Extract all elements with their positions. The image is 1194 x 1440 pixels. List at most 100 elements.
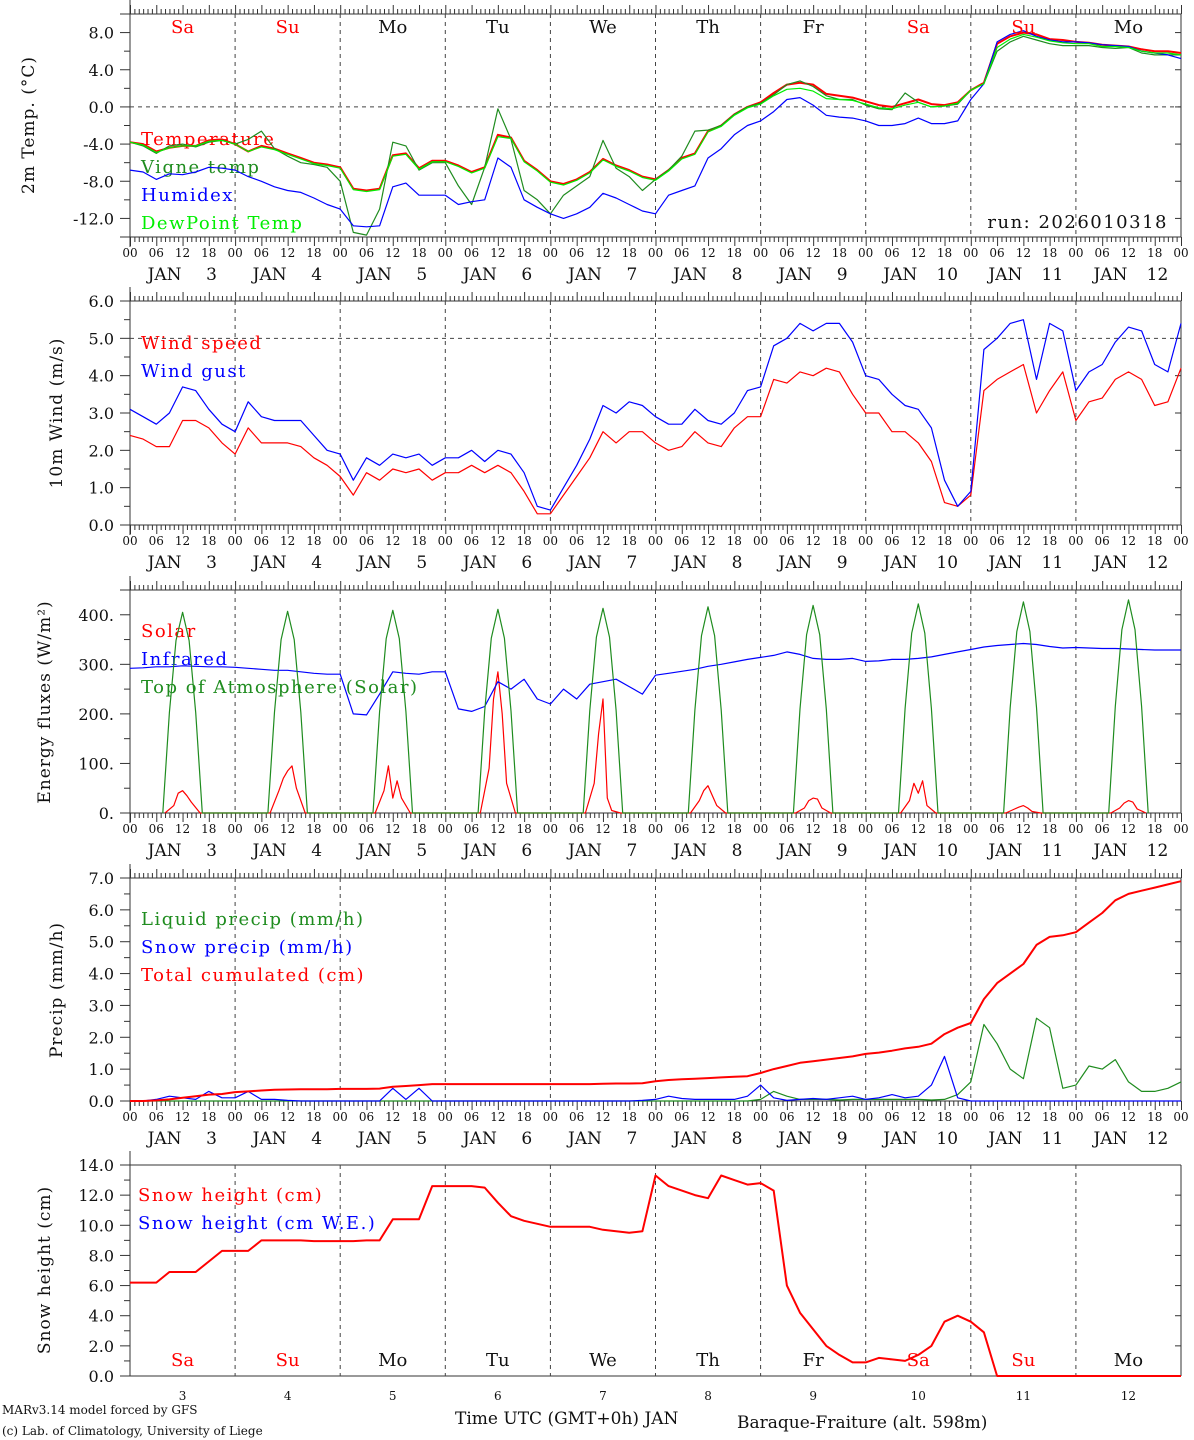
series-line-total-cumulated-cm- (130, 880, 1182, 1102)
legend-entry: Infrared (141, 649, 228, 670)
x-hour-label: 18 (306, 822, 321, 836)
x-month-label: JAN (461, 841, 497, 861)
x-day-label: 3 (206, 265, 217, 285)
x-hour-label: 06 (569, 246, 584, 260)
panel-3: 0. 100. 200. 300. 400. Energy fluxes (W/m²) So… (35, 576, 1189, 861)
x-hour-label: 06 (989, 822, 1004, 836)
x-hour-label: 18 (306, 1110, 321, 1124)
x-month-label: JAN (986, 1129, 1022, 1149)
x-day-label: 7 (627, 841, 638, 861)
x-hour-label: 12 (385, 822, 400, 836)
x-hour-label: 00 (963, 1110, 978, 1124)
y-tick-label: 12.0 (78, 1186, 114, 1205)
y-tick-label: 2.0 (89, 1028, 114, 1047)
x-hour-label: 06 (674, 1110, 689, 1124)
x-hour-label: 12 (175, 246, 190, 260)
x-day-label: 10 (936, 553, 958, 573)
y-tick-label: 100. (78, 754, 114, 773)
x-hour-label: 00 (227, 534, 242, 548)
x-hour-label: 00 (858, 822, 873, 836)
x-hour-label: 12 (1121, 246, 1136, 260)
y-tick-label: 0. (99, 804, 114, 823)
x-day-label: 5 (416, 1129, 427, 1149)
x-hour-label: 00 (227, 246, 242, 260)
x-day-label: 12 (1147, 265, 1169, 285)
x-month-label: JAN (251, 841, 287, 861)
x-hour-label: 12 (806, 534, 821, 548)
x-day-label: 4 (284, 1389, 292, 1403)
x-hour-label: 06 (779, 246, 794, 260)
x-hour-label: 00 (543, 1110, 558, 1124)
legend-entry: Top of Atmosphere (Solar) (141, 677, 419, 698)
series-line-top-of-atmosphere-solar- (162, 599, 1149, 814)
legend-entry: Solar (141, 621, 197, 642)
x-hour-label: 00 (963, 534, 978, 548)
x-hour-label: 00 (1173, 534, 1188, 548)
x-month-label: JAN (1091, 265, 1127, 285)
legend-entry: Temperature (141, 129, 275, 150)
x-hour-label: 12 (385, 246, 400, 260)
y-axis-label: Precip (mm/h) (47, 922, 67, 1058)
weekday-label: Mo (378, 17, 407, 38)
series-line-wind-speed (129, 363, 1182, 515)
x-month-label: JAN (251, 553, 287, 573)
x-day-label: 3 (206, 553, 217, 573)
x-hour-label: 00 (1068, 246, 1083, 260)
x-day-label: 4 (311, 265, 322, 285)
weekday-label: Th (696, 1350, 720, 1371)
x-hour-label: 12 (280, 1110, 295, 1124)
x-hour-label: 18 (937, 1110, 952, 1124)
x-hour-label: 18 (832, 534, 847, 548)
x-day-label: 10 (936, 1129, 958, 1149)
axes (120, 576, 1182, 823)
panel-2: 0.0 1.0 2.0 3.0 4.0 5.0 6.0 10m Wind (m/s) Wind … (47, 287, 1189, 573)
x-hour-label: 00 (122, 1110, 137, 1124)
legend-entry: Vigne temp (140, 157, 260, 178)
x-month-label: JAN (1091, 841, 1127, 861)
x-hour-label: 00 (753, 246, 768, 260)
x-hour-label: 12 (595, 1110, 610, 1124)
weekday-label: Su (1011, 1350, 1035, 1371)
x-month-label: JAN (251, 1129, 287, 1149)
x-hour-label: 06 (989, 1110, 1004, 1124)
axes (120, 0, 1182, 247)
series-line-vigne-temp (129, 35, 1181, 236)
x-hour-label: 06 (464, 822, 479, 836)
x-day-label: 3 (206, 841, 217, 861)
x-hour-label: 00 (122, 246, 137, 260)
x-hour-label: 18 (727, 246, 742, 260)
weekday-label: Su (276, 17, 300, 38)
x-month-label: JAN (146, 1129, 182, 1149)
y-axis-label: 10m Wind (m/s) (47, 338, 67, 489)
x-month-label: JAN (881, 1129, 917, 1149)
x-day-label: 8 (732, 1129, 743, 1149)
x-hour-label: 00 (227, 1110, 242, 1124)
series-line-infrared (129, 642, 1181, 716)
panel-1: 8.0 4.0 0.0 -4.0 -8.0 -12.0 2m Temp. (°C) Tempe… (19, 0, 1189, 285)
x-hour-label: 00 (858, 534, 873, 548)
legend-entry: Wind gust (141, 361, 247, 382)
y-tick-label: 6.0 (89, 1277, 114, 1296)
footer: MARv3.14 model forced by GFS (c) Lab. of … (2, 1403, 987, 1438)
x-hour-label: 18 (411, 534, 426, 548)
x-month-label: JAN (566, 265, 602, 285)
weekday-label: Su (276, 1350, 300, 1371)
x-hour-label: 00 (438, 246, 453, 260)
x-hour-label: 12 (490, 822, 505, 836)
y-tick-label: 3.0 (89, 996, 114, 1015)
x-hour-label: 12 (385, 1110, 400, 1124)
x-hour-label: 06 (149, 246, 164, 260)
x-hour-label: 12 (911, 822, 926, 836)
x-day-label: 8 (732, 265, 743, 285)
time-axis-label: Time UTC (GMT+0h) JAN (455, 1409, 679, 1429)
x-hour-label: 06 (884, 1110, 899, 1124)
x-day-label: 9 (809, 1389, 817, 1403)
x-hour-label: 12 (595, 246, 610, 260)
x-hour-label: 12 (1121, 534, 1136, 548)
x-hour-label: 12 (1016, 1110, 1031, 1124)
x-day-label: 6 (521, 841, 532, 861)
x-hour-label: 00 (438, 822, 453, 836)
x-hour-label: 18 (516, 822, 531, 836)
x-hour-label: 00 (648, 1110, 663, 1124)
